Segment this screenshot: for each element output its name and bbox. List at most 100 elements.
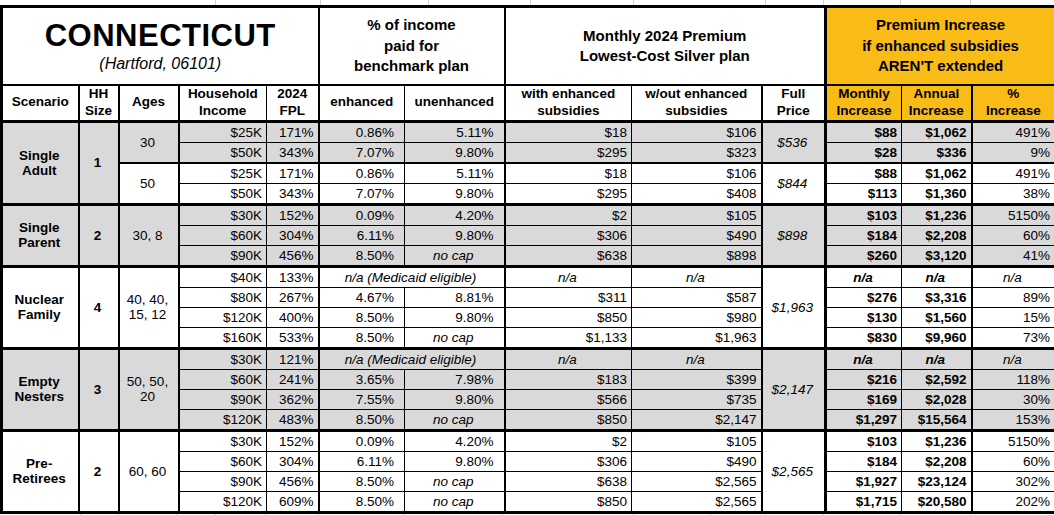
cell-enhanced: 8.50% xyxy=(319,491,405,512)
cell-income: $60K xyxy=(179,225,267,245)
cell-full-price: $2,565 xyxy=(762,430,826,512)
cell-fpl: 362% xyxy=(267,389,319,409)
cell-with-subsidies: n/a xyxy=(505,266,632,287)
cell-fpl: 241% xyxy=(267,369,319,389)
cell-without-subsidies: $106 xyxy=(632,163,762,184)
cell-enhanced: 7.55% xyxy=(319,389,405,409)
cell-scenario: Single Parent xyxy=(2,204,79,266)
cell-scenario: Nuclear Family xyxy=(2,266,79,348)
cell-monthly-increase: $88 xyxy=(826,121,902,142)
cell-unenhanced: 4.20% xyxy=(405,204,505,225)
col-household-income: Household Income xyxy=(179,85,267,122)
cell-fpl: 304% xyxy=(267,225,319,245)
cell-hh-size: 2 xyxy=(79,204,119,266)
cell-income: $60K xyxy=(179,369,267,389)
cell-unenhanced: 7.98% xyxy=(405,369,505,389)
cell-pct-increase: 73% xyxy=(972,327,1054,348)
cell-enhanced: 6.11% xyxy=(319,451,405,471)
cell-hh-size: 1 xyxy=(79,121,119,204)
cell-fpl: 483% xyxy=(267,409,319,430)
col-unenhanced: unenhanced xyxy=(405,85,505,122)
cell-without-subsidies: $587 xyxy=(632,287,762,307)
cell-with-subsidies: $638 xyxy=(505,245,632,266)
cell-enhanced: 6.11% xyxy=(319,225,405,245)
cell-without-subsidies: n/a xyxy=(632,266,762,287)
cell-annual-increase: $20,580 xyxy=(902,491,972,512)
cell-annual-increase: $9,960 xyxy=(902,327,972,348)
cell-unenhanced: 4.20% xyxy=(405,430,505,451)
cell-pct-increase: 9% xyxy=(972,142,1054,163)
cell-pct-increase: 30% xyxy=(972,389,1054,409)
cell-without-subsidies: $399 xyxy=(632,369,762,389)
col-ages: Ages xyxy=(119,85,179,122)
cell-unenhanced: no cap xyxy=(405,245,505,266)
cell-annual-increase: $1,360 xyxy=(902,183,972,204)
cell-pct-increase: 202% xyxy=(972,491,1054,512)
cell-hh-size: 3 xyxy=(79,348,119,430)
cell-pct-increase: 5150% xyxy=(972,204,1054,225)
section-header-premium: Monthly 2024 Premium Lowest-Cost Silver … xyxy=(505,7,826,85)
cell-unenhanced: 5.11% xyxy=(405,163,505,184)
cell-unenhanced: 5.11% xyxy=(405,121,505,142)
cell-unenhanced: no cap xyxy=(405,409,505,430)
cell-income: $90K xyxy=(179,245,267,266)
cell-pct-increase: 38% xyxy=(972,183,1054,204)
cell-pct-increase: n/a xyxy=(972,266,1054,287)
cell-without-subsidies: n/a xyxy=(632,348,762,369)
cell-without-subsidies: $735 xyxy=(632,389,762,409)
cell-fpl: 456% xyxy=(267,245,319,266)
col-fpl: 2024 FPL xyxy=(267,85,319,122)
cell-monthly-increase: $830 xyxy=(826,327,902,348)
col-with-subsidies: with enhanced subsidies xyxy=(505,85,632,122)
col-annual-increase: Annual Increase xyxy=(902,85,972,122)
cell-monthly-increase: $113 xyxy=(826,183,902,204)
cell-income: $50K xyxy=(179,183,267,204)
cell-monthly-increase: n/a xyxy=(826,266,902,287)
cell-with-subsidies: n/a xyxy=(505,348,632,369)
cell-enhanced: 7.07% xyxy=(319,183,405,204)
cell-full-price: $898 xyxy=(762,204,826,266)
cell-medicaid-note: n/a (Medicaid eligible) xyxy=(319,348,505,369)
cell-ages: 40, 40, 15, 12 xyxy=(119,266,179,348)
cell-monthly-increase: $1,715 xyxy=(826,491,902,512)
cell-annual-increase: $2,208 xyxy=(902,225,972,245)
cell-with-subsidies: $295 xyxy=(505,142,632,163)
cell-with-subsidies: $2 xyxy=(505,204,632,225)
cell-income: $80K xyxy=(179,287,267,307)
cell-pct-increase: 491% xyxy=(972,163,1054,184)
cell-with-subsidies: $850 xyxy=(505,491,632,512)
col-hh-size: HH Size xyxy=(79,85,119,122)
cell-medicaid-note: n/a (Medicaid eligible) xyxy=(319,266,505,287)
cell-income: $120K xyxy=(179,409,267,430)
cell-pct-increase: 302% xyxy=(972,471,1054,491)
cell-monthly-increase: $28 xyxy=(826,142,902,163)
cell-monthly-increase: $103 xyxy=(826,430,902,451)
cell-ages: 50 xyxy=(119,163,179,205)
cell-monthly-increase: $216 xyxy=(826,369,902,389)
cell-unenhanced: no cap xyxy=(405,471,505,491)
col-monthly-increase: Monthly Increase xyxy=(826,85,902,122)
cell-monthly-increase: $276 xyxy=(826,287,902,307)
cell-annual-increase: $2,208 xyxy=(902,451,972,471)
cell-income: $120K xyxy=(179,491,267,512)
cell-fpl: 267% xyxy=(267,287,319,307)
cell-income: $90K xyxy=(179,471,267,491)
cell-monthly-increase: $184 xyxy=(826,225,902,245)
cell-scenario: Empty Nesters xyxy=(2,348,79,430)
cell-scenario: Single Adult xyxy=(2,121,79,204)
cell-enhanced: 8.50% xyxy=(319,471,405,491)
cell-fpl: 152% xyxy=(267,430,319,451)
cell-with-subsidies: $306 xyxy=(505,225,632,245)
cell-with-subsidies: $850 xyxy=(505,409,632,430)
cell-without-subsidies: $490 xyxy=(632,451,762,471)
cell-income: $120K xyxy=(179,307,267,327)
cell-income: $30K xyxy=(179,204,267,225)
cell-scenario: Pre-Retirees xyxy=(2,430,79,512)
cell-without-subsidies: $980 xyxy=(632,307,762,327)
cell-monthly-increase: $88 xyxy=(826,163,902,184)
cell-income: $90K xyxy=(179,389,267,409)
cell-annual-increase: $1,062 xyxy=(902,163,972,184)
cell-annual-increase: n/a xyxy=(902,266,972,287)
cell-full-price: $844 xyxy=(762,163,826,205)
cell-with-subsidies: $311 xyxy=(505,287,632,307)
